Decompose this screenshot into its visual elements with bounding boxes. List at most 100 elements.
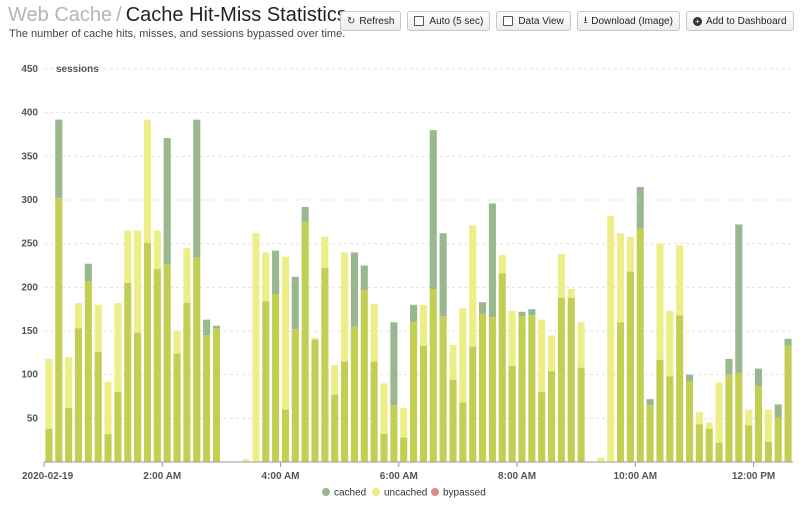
bar-overlap[interactable]: [104, 434, 112, 462]
bar-uncached[interactable]: [616, 233, 625, 323]
bar-overlap[interactable]: [705, 428, 713, 462]
bar-uncached[interactable]: [508, 310, 516, 366]
bar-uncached[interactable]: [331, 365, 339, 395]
bar-overlap[interactable]: [400, 437, 408, 462]
bar-overlap[interactable]: [636, 228, 644, 462]
auto-refresh-checkbox[interactable]: [414, 16, 425, 26]
bar-uncached[interactable]: [262, 252, 270, 302]
bar-uncached[interactable]: [341, 252, 349, 362]
bar-cached[interactable]: [725, 358, 733, 375]
bar-overlap[interactable]: [439, 316, 447, 462]
bar-overlap[interactable]: [538, 392, 546, 462]
add-to-dashboard-button[interactable]: + Add to Dashboard: [685, 11, 794, 31]
bar-overlap[interactable]: [459, 402, 467, 462]
bar-overlap[interactable]: [774, 417, 782, 462]
bar-uncached[interactable]: [242, 459, 250, 462]
bar-cached[interactable]: [212, 325, 221, 329]
bar-overlap[interactable]: [291, 329, 299, 462]
bar-overlap[interactable]: [173, 353, 181, 462]
bar-overlap[interactable]: [380, 434, 388, 462]
bar-overlap[interactable]: [419, 345, 427, 462]
bar-overlap[interactable]: [341, 361, 349, 462]
bar-overlap[interactable]: [272, 294, 280, 462]
bar-overlap[interactable]: [45, 428, 53, 462]
bar-overlap[interactable]: [143, 242, 152, 462]
bar-cached[interactable]: [163, 137, 171, 265]
bar-overlap[interactable]: [449, 379, 457, 462]
bar-cached[interactable]: [646, 399, 654, 406]
bar-uncached[interactable]: [705, 422, 713, 429]
bar-overlap[interactable]: [84, 281, 92, 462]
bar-overlap[interactable]: [577, 367, 585, 462]
bar-overlap[interactable]: [784, 345, 792, 462]
bar-uncached[interactable]: [449, 344, 457, 380]
bar-uncached[interactable]: [173, 331, 181, 354]
bar-cached[interactable]: [528, 309, 536, 316]
bar-uncached[interactable]: [547, 335, 556, 372]
bar-cached[interactable]: [479, 302, 487, 314]
bar-overlap[interactable]: [508, 365, 516, 462]
bar-overlap[interactable]: [212, 328, 221, 462]
bar-overlap[interactable]: [301, 221, 309, 462]
bar-uncached[interactable]: [124, 230, 132, 283]
bar-cached[interactable]: [84, 263, 92, 282]
bar-uncached[interactable]: [764, 409, 772, 442]
bar-overlap[interactable]: [656, 359, 664, 462]
bar-uncached[interactable]: [607, 215, 615, 462]
bar-overlap[interactable]: [685, 381, 694, 462]
bar-overlap[interactable]: [616, 322, 625, 462]
bar-overlap[interactable]: [183, 303, 191, 462]
bar-cached[interactable]: [429, 130, 437, 290]
auto-refresh-toggle[interactable]: Auto (5 sec): [407, 11, 491, 31]
legend-label-cached[interactable]: cached: [334, 488, 366, 499]
bar-cached[interactable]: [301, 206, 309, 222]
bar-cached[interactable]: [439, 233, 447, 317]
bar-uncached[interactable]: [745, 409, 753, 426]
bar-overlap[interactable]: [163, 264, 171, 462]
bar-uncached[interactable]: [380, 383, 388, 435]
bar-uncached[interactable]: [597, 457, 605, 462]
bar-cached[interactable]: [636, 186, 644, 229]
bar-cached[interactable]: [272, 250, 280, 295]
bar-overlap[interactable]: [518, 316, 526, 462]
breadcrumb[interactable]: Web Cache: [8, 4, 113, 26]
bar-overlap[interactable]: [469, 346, 477, 462]
bar-overlap[interactable]: [666, 376, 674, 462]
bar-overlap[interactable]: [479, 313, 487, 462]
bar-overlap[interactable]: [646, 405, 654, 462]
bar-overlap[interactable]: [626, 271, 634, 462]
bar-uncached[interactable]: [656, 243, 664, 360]
bar-overlap[interactable]: [547, 371, 556, 462]
bar-overlap[interactable]: [193, 257, 201, 462]
bar-uncached[interactable]: [370, 303, 378, 362]
bar-overlap[interactable]: [567, 297, 575, 462]
bar-uncached[interactable]: [469, 225, 477, 347]
legend-label-uncached[interactable]: uncached: [384, 488, 427, 499]
bar-uncached[interactable]: [134, 230, 142, 333]
bar-uncached[interactable]: [676, 245, 684, 316]
bar-overlap[interactable]: [498, 273, 506, 462]
bar-cached[interactable]: [488, 203, 496, 318]
bar-uncached[interactable]: [459, 308, 467, 403]
bar-overlap[interactable]: [528, 315, 536, 462]
download-image-button[interactable]: ⭳ Download (Image): [576, 11, 680, 31]
bar-overlap[interactable]: [557, 297, 565, 462]
bar-uncached[interactable]: [567, 289, 575, 298]
bar-overlap[interactable]: [331, 394, 339, 462]
bar-uncached[interactable]: [104, 381, 112, 435]
bar-overlap[interactable]: [94, 351, 102, 462]
bar-uncached[interactable]: [252, 233, 260, 462]
bar-cached[interactable]: [350, 252, 358, 327]
bar-uncached[interactable]: [715, 382, 723, 443]
bar-uncached[interactable]: [143, 119, 152, 243]
bar-overlap[interactable]: [311, 339, 319, 462]
bar-overlap[interactable]: [695, 424, 703, 462]
bar-uncached[interactable]: [311, 337, 319, 340]
bar-uncached[interactable]: [538, 319, 546, 393]
bar-uncached[interactable]: [557, 254, 565, 298]
bar-overlap[interactable]: [134, 332, 142, 462]
bar-cached[interactable]: [55, 119, 63, 199]
bar-overlap[interactable]: [281, 409, 290, 462]
bar-cached[interactable]: [774, 404, 782, 418]
bar-uncached[interactable]: [65, 357, 73, 408]
